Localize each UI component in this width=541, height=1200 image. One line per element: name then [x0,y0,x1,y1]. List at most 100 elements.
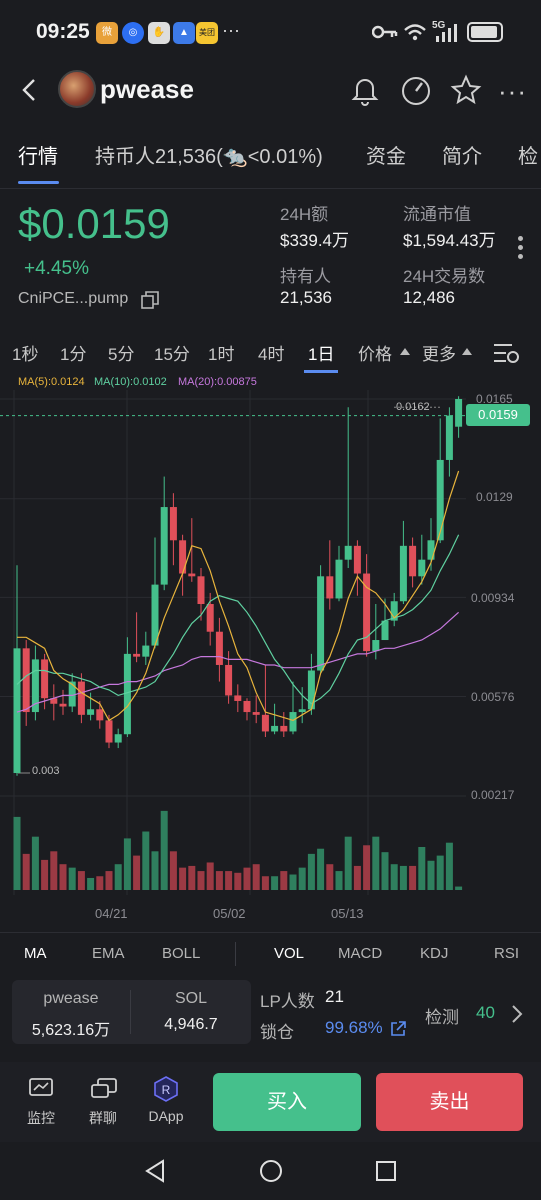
candle-body [261,714,269,732]
candle-body [436,459,444,541]
interval-1s[interactable]: 1秒 [12,345,39,364]
high-price-label: 0.0162 [396,401,430,413]
candle-body [169,507,177,541]
tab-funds[interactable]: 资金 [366,146,406,168]
candle-body [344,545,352,560]
volume-bar [335,871,343,890]
more-menu-icon[interactable]: ··· [498,76,527,106]
indicator-separator [235,942,236,966]
indicator-rsi[interactable]: RSI [494,945,520,962]
tab-check[interactable]: 检 [518,146,538,168]
volume-bar [50,851,58,890]
star-icon[interactable] [450,74,482,106]
buy-button[interactable]: 买入 [213,1073,361,1131]
external-link-icon[interactable] [389,1020,407,1038]
volume-bar [234,872,242,890]
interval-4h[interactable]: 4时 [258,345,285,364]
interval-1d[interactable]: 1日 [308,345,335,364]
candle-body [390,601,398,621]
candle-body [142,645,150,657]
interval-bar: 1秒 1分 5分 15分 1时 4时 1日 价格 更多 [0,340,541,374]
volume-bar [123,838,131,890]
volume-bar [289,874,297,890]
candlestick-chart[interactable] [0,390,541,910]
volume-bar [160,810,168,890]
stat-value-holders: 21,536 [280,288,332,307]
tab-market[interactable]: 行情 [18,146,58,168]
volume-bar [68,867,76,890]
dapp-icon[interactable]: R [152,1075,180,1103]
volume-bar [344,836,352,890]
volume-bar [445,842,453,890]
volume-bar [225,871,233,890]
sell-button[interactable]: 卖出 [376,1073,523,1131]
pool-panel-separator [130,990,131,1034]
lock-value[interactable]: 99.68% [325,1018,383,1037]
candle-body [77,681,85,715]
interval-1m[interactable]: 1分 [60,345,87,364]
candle-body [123,653,131,735]
token-avatar [58,70,96,108]
chart-settings-icon[interactable] [492,340,520,366]
indicator-top-divider [0,932,541,933]
candle-body [280,725,288,732]
interval-active-indicator [304,370,338,373]
candle-body [234,695,242,701]
stat-value-market-cap: $1,594.43万 [403,231,496,250]
tab-holders[interactable]: 持币人21,536(🐀<0.01%) [95,146,323,168]
chevron-right-icon[interactable] [510,1004,524,1024]
pool-token-a-amount: 5,623.16万 [31,1022,111,1039]
nav-home-icon[interactable] [258,1158,284,1184]
meituan-app-icon: 美团 [196,22,218,44]
back-icon[interactable] [18,76,42,104]
group-chat-button[interactable]: 群聊 [89,1110,117,1126]
nav-recents-icon[interactable] [374,1159,398,1183]
candle-body [353,545,361,574]
indicator-ma[interactable]: MA [24,945,47,962]
security-check-score[interactable]: 40 [476,1003,495,1022]
security-check-label[interactable]: 检测 [425,1008,459,1027]
candle-body [188,573,196,577]
candle-body [22,648,30,713]
copy-icon[interactable] [140,290,160,310]
volume-bar [317,848,325,890]
tab-intro[interactable]: 简介 [442,146,482,168]
indicator-boll[interactable]: BOLL [162,945,201,962]
y-tick-0: 0.0165 [476,392,513,406]
x-tick-0: 04/21 [95,906,128,921]
nav-app-icon: ▲ [173,22,195,44]
candle-body [225,664,233,696]
volume-bar [215,871,223,890]
monitor-button[interactable]: 监控 [27,1110,55,1126]
volume-bar [151,851,159,890]
interval-5m[interactable]: 5分 [108,345,135,364]
dapp-button[interactable]: DApp [148,1108,184,1124]
volume-bar [188,865,196,890]
candle-body [31,659,39,713]
more-dropdown-caret-icon [462,348,472,355]
ma10-legend: MA(10):0.0102 [94,376,167,388]
interval-more-dropdown[interactable]: 更多 [422,345,456,364]
shield-app-icon: ✋ [148,22,170,44]
volume-bar [372,836,380,890]
monitor-icon[interactable] [28,1077,54,1101]
group-chat-icon[interactable] [90,1077,118,1101]
network-label: 5G [432,20,446,31]
indicator-kdj[interactable]: KDJ [420,945,449,962]
gauge-icon[interactable] [399,74,433,106]
volume-bar [436,855,444,890]
volume-bar [280,871,288,890]
volume-bar [77,871,85,890]
indicator-macd[interactable]: MACD [338,945,383,962]
bell-icon[interactable] [350,74,380,106]
volume-bar [133,855,141,890]
volume-bar [243,867,251,890]
interval-1h[interactable]: 1时 [208,345,235,364]
nav-back-icon[interactable] [143,1158,167,1184]
indicator-vol[interactable]: VOL [274,945,305,962]
interval-price-dropdown[interactable]: 价格 [358,345,392,364]
browser-app-icon: ◎ [122,22,144,44]
interval-15m[interactable]: 15分 [154,345,190,364]
indicator-ema[interactable]: EMA [92,945,125,962]
stats-more-icon[interactable] [518,236,524,259]
